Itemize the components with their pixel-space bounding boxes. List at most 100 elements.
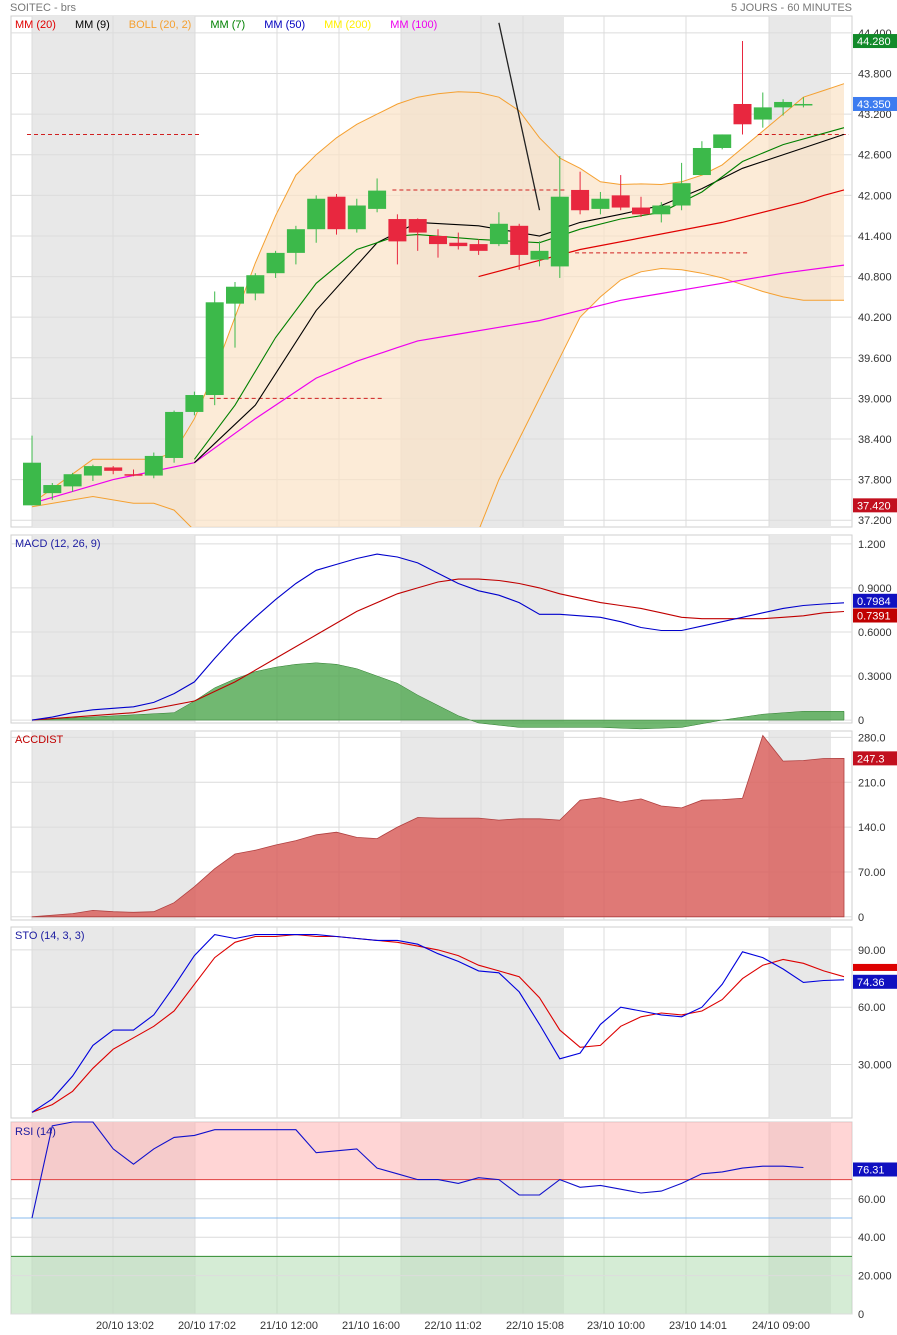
candle-body xyxy=(388,219,407,242)
candle xyxy=(124,469,143,477)
candle-body xyxy=(327,196,346,230)
chart-title: SOITEC - brs xyxy=(10,2,77,14)
candle xyxy=(246,273,265,301)
candle-body xyxy=(63,474,82,487)
candle xyxy=(23,435,41,506)
candle-body xyxy=(165,411,184,458)
y-tick-label: 0.9000 xyxy=(858,583,892,595)
trend-line xyxy=(498,22,541,211)
x-tick-label: 20/10 17:02 xyxy=(178,1320,236,1332)
pane-2: 280.0 210.0 140.0 70.00 0 ACCDIST 247.3 xyxy=(10,730,897,924)
candle-body xyxy=(449,242,468,247)
macd-title: MACD (12, 26, 9) xyxy=(15,538,101,550)
candle xyxy=(266,250,285,278)
candle-body xyxy=(246,275,265,294)
y-tick-label: 37.800 xyxy=(858,475,892,487)
accdist-title: ACCDIST xyxy=(15,734,64,746)
candle xyxy=(408,218,427,251)
candle xyxy=(286,225,305,265)
candle-body xyxy=(83,466,102,476)
x-tick-label: 20/10 13:02 xyxy=(96,1320,154,1332)
bollinger-lower xyxy=(31,267,844,527)
candle xyxy=(672,162,691,211)
x-tick-label: 24/10 09:00 xyxy=(752,1320,810,1332)
macd-signal-tag-bg xyxy=(853,608,897,623)
legend-entry: MM (50) xyxy=(264,19,305,31)
macd-signal-tag: 0.7391 xyxy=(857,611,891,623)
candle-body xyxy=(347,205,366,230)
session-shade xyxy=(769,535,831,723)
candle xyxy=(794,97,813,108)
candle xyxy=(165,410,184,463)
period-label: 5 JOURS - 60 MINUTES xyxy=(730,2,852,14)
legend-entry: MM (200) xyxy=(324,19,371,31)
macd-value-tag: 0.7984 xyxy=(857,596,891,608)
candle xyxy=(185,391,204,416)
price-high-tag-bg xyxy=(853,34,897,49)
rsi-value-tag: 76.31 xyxy=(857,1164,885,1176)
candle-body xyxy=(774,101,793,108)
y-tick-label: 39.000 xyxy=(858,393,892,405)
candle xyxy=(530,241,549,267)
candle xyxy=(733,41,752,135)
macd-histogram xyxy=(31,662,845,730)
candle-body xyxy=(205,302,224,396)
x-tick-label: 22/10 11:02 xyxy=(424,1320,481,1332)
price-last-tag-bg xyxy=(853,96,897,111)
candle xyxy=(205,291,224,406)
candle xyxy=(429,229,447,258)
price-low-tag-bg xyxy=(853,498,897,513)
candle-body xyxy=(144,455,163,476)
y-tick-label: 0.3000 xyxy=(858,671,892,683)
price-legend: MM (20) MM (9) BOLL (20, 2) MM (7) MM (50) MM… xyxy=(15,19,437,31)
y-tick-label: 210.0 xyxy=(858,777,886,789)
y-tick-label: 0 xyxy=(858,715,864,727)
y-tick-label: 90.00 xyxy=(858,945,886,957)
candle-body xyxy=(368,190,387,209)
candle-body xyxy=(286,229,305,253)
y-tick-label: 30.000 xyxy=(858,1060,892,1072)
candle xyxy=(774,99,793,116)
macd-value-tag-bg xyxy=(853,593,897,608)
y-tick-label: 1.200 xyxy=(858,539,886,551)
candle-body xyxy=(266,252,285,274)
candle-body xyxy=(632,207,650,215)
candle-body xyxy=(408,219,427,233)
rsi-oversold-zone xyxy=(11,1256,852,1314)
candle xyxy=(632,196,650,218)
candle xyxy=(713,134,732,150)
candle xyxy=(611,175,630,211)
candle xyxy=(388,214,407,265)
price-plot xyxy=(23,22,849,527)
y-tick-label: 43.200 xyxy=(858,109,892,121)
candle-body xyxy=(510,225,529,255)
candle xyxy=(226,281,244,348)
candle xyxy=(368,178,387,213)
macd-signal-line xyxy=(31,578,845,721)
y-tick-label: 38.400 xyxy=(858,434,892,446)
candle-body xyxy=(571,189,590,211)
candle-body xyxy=(185,395,204,412)
candle xyxy=(104,466,123,475)
candle-body xyxy=(104,467,123,471)
candle-body xyxy=(692,147,711,176)
candle xyxy=(307,195,326,243)
price-last-tag: 43.350 xyxy=(857,99,891,111)
accdist-area xyxy=(31,734,845,918)
candle-body xyxy=(591,198,610,209)
candle xyxy=(652,202,671,223)
candle xyxy=(347,198,366,233)
candle-body xyxy=(733,103,752,125)
candle xyxy=(43,483,62,500)
candle xyxy=(144,452,163,479)
macd-line xyxy=(31,553,845,721)
pane-1: 1.200 0.9000 0.6000 0.3000 0 MACD (12, 26, 9)… xyxy=(10,534,897,730)
legend-entry: MM (9) xyxy=(75,19,110,31)
y-tick-label: 140.0 xyxy=(858,822,886,834)
y-tick-label: 0 xyxy=(858,1309,864,1321)
candle xyxy=(489,212,508,247)
y-tick-label: 39.600 xyxy=(858,353,892,365)
y-tick-label: 42.000 xyxy=(858,190,892,202)
y-tick-label: 0 xyxy=(858,912,864,924)
